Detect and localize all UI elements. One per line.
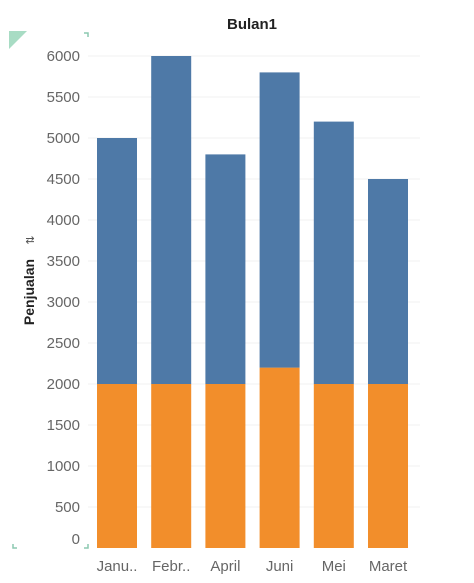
- y-tick-label: 4000: [47, 212, 80, 229]
- y-tick-label: 2500: [47, 335, 80, 352]
- y-tick-label: 3500: [47, 253, 80, 270]
- corner-bracket-top: [84, 32, 89, 37]
- bar-segment-1-1[interactable]: [151, 56, 192, 384]
- sort-icon[interactable]: ⇅: [24, 235, 37, 244]
- x-category-label: April: [210, 558, 240, 575]
- bar-segment-0-3[interactable]: [259, 367, 300, 548]
- bar-segment-1-5[interactable]: [368, 179, 408, 384]
- y-axis-ticks: 0 500 1000 1500 2000 2500 3000 3500 4000 4500 5000…: [47, 48, 80, 548]
- x-category-label: Janu..: [97, 558, 138, 575]
- y-tick-label: 2000: [47, 376, 80, 393]
- gridlines: [88, 55, 420, 508]
- y-tick-label: 0: [72, 531, 80, 548]
- bar-segment-0-0[interactable]: [97, 384, 137, 548]
- x-category-label: Juni: [266, 558, 294, 575]
- y-axis-title: Penjualan: [21, 259, 37, 325]
- bar-segment-0-4[interactable]: [313, 384, 354, 548]
- x-axis-labels: Janu.. Febr.. April Juni Mei Maret: [97, 558, 408, 575]
- corner-marker-icon: [9, 31, 27, 49]
- x-category-label: Maret: [369, 558, 408, 575]
- y-tick-label: 3000: [47, 294, 80, 311]
- bar-segment-0-5[interactable]: [368, 384, 408, 548]
- y-tick-label: 4500: [47, 171, 80, 188]
- y-tick-label: 1500: [47, 417, 80, 434]
- y-tick-label: 500: [55, 499, 80, 516]
- bar-segment-0-1[interactable]: [151, 384, 192, 548]
- bar-segment-0-2[interactable]: [205, 384, 246, 548]
- bar-segment-1-0[interactable]: [97, 138, 137, 384]
- bar-segment-1-4[interactable]: [313, 121, 354, 384]
- bars: [97, 56, 408, 548]
- x-category-label: Mei: [322, 558, 346, 575]
- y-tick-label: 5000: [47, 130, 80, 147]
- corner-bracket-bottom-left: [12, 544, 17, 549]
- bar-segment-1-2[interactable]: [205, 154, 246, 384]
- y-tick-label: 5500: [47, 89, 80, 106]
- bar-segment-1-3[interactable]: [259, 72, 300, 368]
- x-category-label: Febr..: [152, 558, 190, 575]
- corner-bracket-bottom-right: [84, 544, 89, 549]
- chart-title: Bulan1: [227, 16, 277, 33]
- y-tick-label: 6000: [47, 48, 80, 65]
- y-tick-label: 1000: [47, 458, 80, 475]
